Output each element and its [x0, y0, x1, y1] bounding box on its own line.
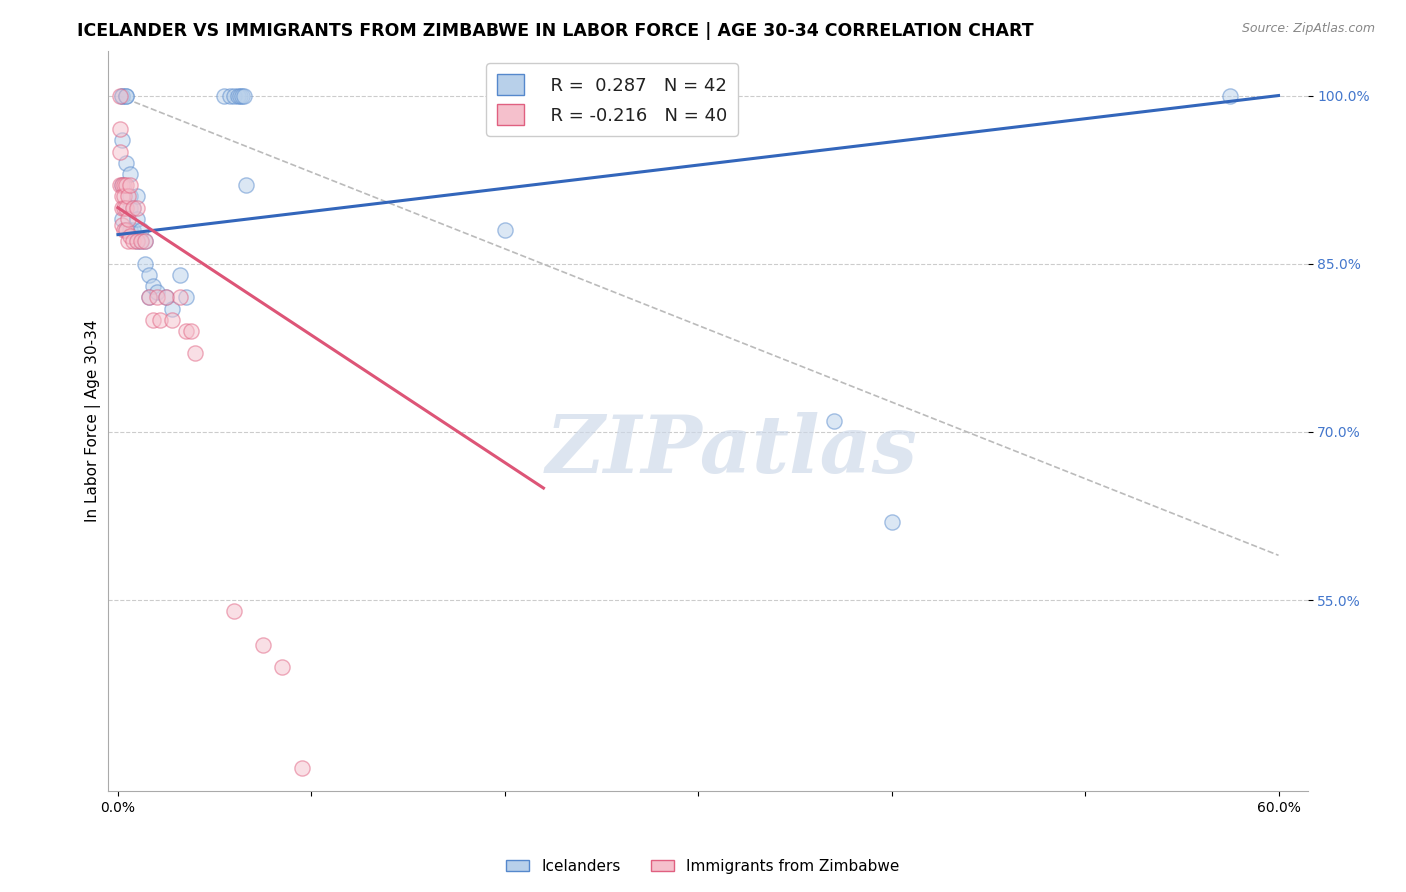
Point [229, 88, 252, 103]
Legend:   R =  0.287   N = 42,   R = -0.216   N = 40: R = 0.287 N = 42, R = -0.216 N = 40 [486, 63, 738, 136]
Point [111, 178, 134, 193]
Point [231, 88, 253, 103]
Point [114, 156, 136, 170]
Point [122, 201, 145, 215]
Point [111, 88, 134, 103]
Point [145, 285, 167, 299]
Point [232, 88, 254, 103]
Text: Source: ZipAtlas.com: Source: ZipAtlas.com [1241, 22, 1375, 36]
Y-axis label: In Labor Force | Age 30-34: In Labor Force | Age 30-34 [86, 319, 101, 522]
Point [134, 235, 156, 249]
Point [114, 223, 136, 237]
Point [129, 223, 152, 237]
Legend: Icelanders, Immigrants from Zimbabwe: Icelanders, Immigrants from Zimbabwe [501, 853, 905, 880]
Point [235, 178, 257, 193]
Point [111, 211, 134, 226]
Point [160, 301, 183, 316]
Point [174, 290, 197, 304]
Point [129, 235, 152, 249]
Point [142, 313, 165, 327]
Point [222, 88, 245, 103]
Point [114, 201, 136, 215]
Point [219, 88, 242, 103]
Point [112, 223, 135, 237]
Point [108, 88, 131, 103]
Point [111, 178, 134, 193]
Point [174, 324, 197, 338]
Point [180, 324, 202, 338]
Point [127, 201, 149, 215]
Point [112, 201, 135, 215]
Point [117, 211, 139, 226]
Point [117, 189, 139, 203]
Point [111, 218, 134, 232]
Point [127, 235, 149, 249]
Point [214, 88, 236, 103]
Point [880, 515, 903, 529]
Point [114, 88, 136, 103]
Point [1219, 88, 1241, 103]
Point [114, 178, 136, 193]
Point [114, 88, 136, 103]
Point [494, 223, 516, 237]
Point [823, 414, 845, 428]
Point [222, 604, 245, 618]
Point [155, 290, 177, 304]
Point [112, 189, 135, 203]
Point [127, 189, 149, 203]
Point [127, 235, 149, 249]
Point [122, 235, 145, 249]
Point [138, 268, 160, 282]
Point [145, 290, 167, 304]
Point [112, 178, 135, 193]
Point [226, 88, 249, 103]
Point [252, 638, 274, 652]
Point [138, 290, 160, 304]
Point [111, 133, 134, 147]
Point [155, 290, 177, 304]
Point [118, 167, 141, 181]
Point [111, 201, 134, 215]
Text: ZIPatlas: ZIPatlas [546, 411, 918, 489]
Point [149, 313, 172, 327]
Point [118, 228, 141, 243]
Point [160, 313, 183, 327]
Point [134, 257, 156, 271]
Point [291, 761, 314, 775]
Point [111, 88, 134, 103]
Point [118, 178, 141, 193]
Point [122, 201, 145, 215]
Point [142, 279, 165, 293]
Point [129, 235, 152, 249]
Point [271, 660, 294, 674]
Point [114, 223, 136, 237]
Point [118, 189, 141, 203]
Point [117, 235, 139, 249]
Point [169, 290, 191, 304]
Text: ICELANDER VS IMMIGRANTS FROM ZIMBABWE IN LABOR FORCE | AGE 30-34 CORRELATION CHA: ICELANDER VS IMMIGRANTS FROM ZIMBABWE IN… [77, 22, 1033, 40]
Point [184, 346, 207, 360]
Point [122, 223, 145, 237]
Point [108, 178, 131, 193]
Point [108, 122, 131, 136]
Point [118, 223, 141, 237]
Point [169, 268, 191, 282]
Point [111, 189, 134, 203]
Point [127, 211, 149, 226]
Point [138, 290, 160, 304]
Point [118, 201, 141, 215]
Point [108, 145, 131, 159]
Point [134, 235, 156, 249]
